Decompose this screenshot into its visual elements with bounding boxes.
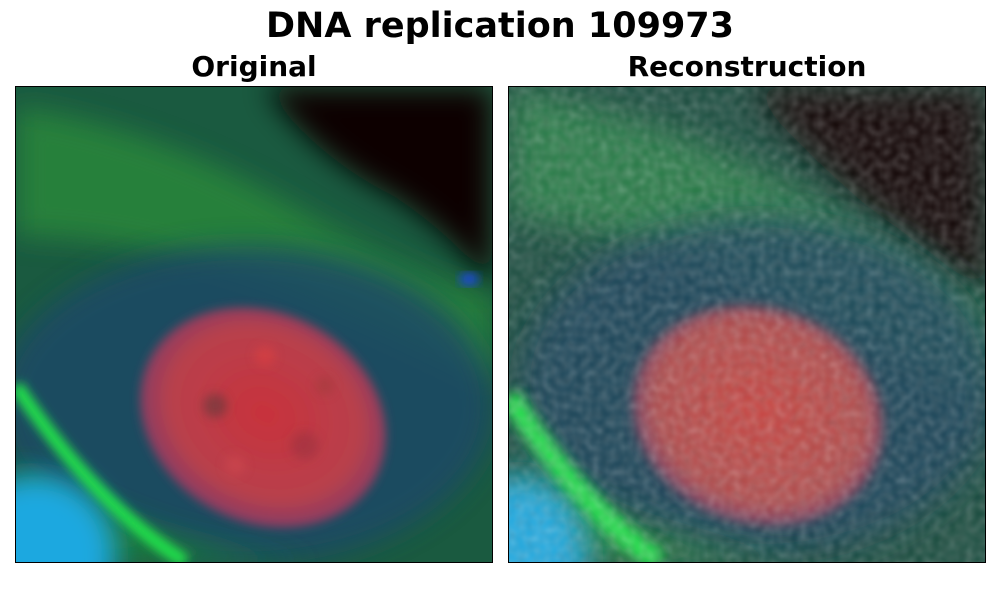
figure-title: DNA replication 109973 [265, 6, 735, 46]
reconstruction-microscopy-image [509, 87, 985, 562]
original-microscopy-image [16, 87, 492, 562]
panel-title-reconstruction: Reconstruction [627, 50, 867, 83]
original-image [15, 86, 493, 563]
panel-title-original: Original [191, 50, 317, 83]
reconstruction-image [508, 86, 986, 563]
